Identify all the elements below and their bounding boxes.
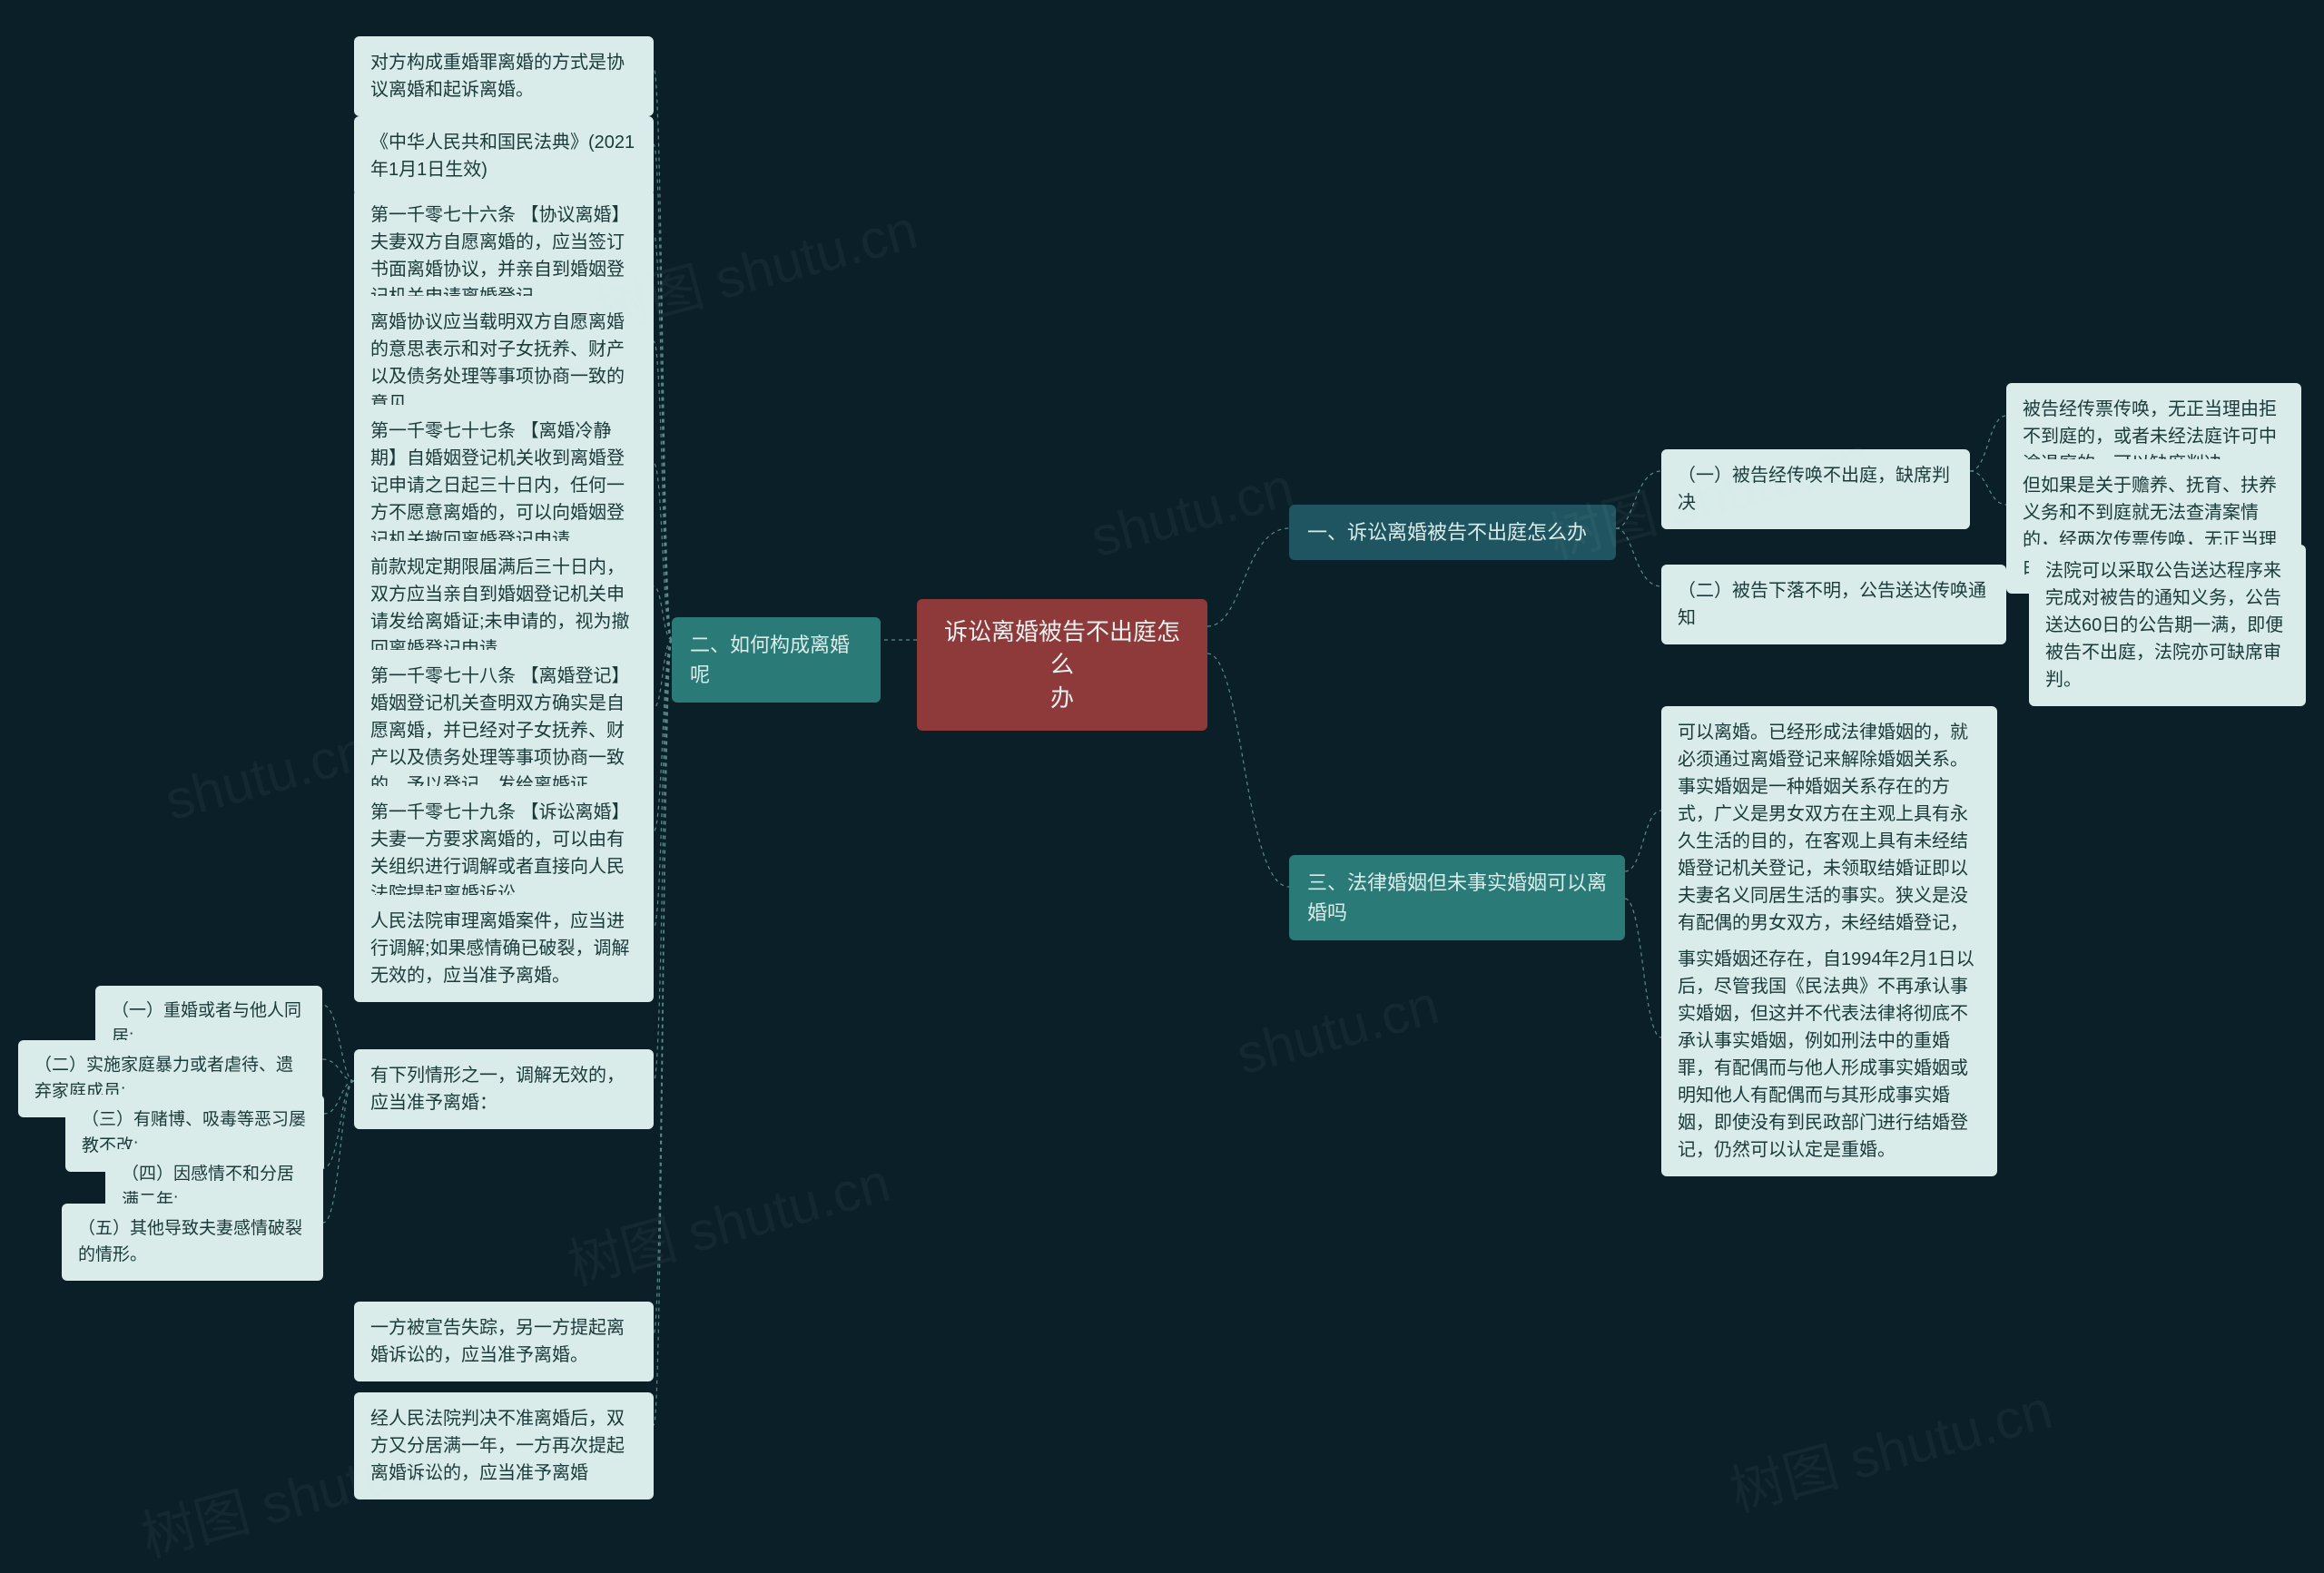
root-text-line2: 办	[1050, 684, 1074, 712]
branch-1-label: 一、诉讼离婚被告不出庭怎么办	[1307, 521, 1587, 544]
leaf-text: 第一千零七十七条 【离婚冷静期】自婚姻登记机关收到离婚登记申请之日起三十日内，任…	[370, 421, 625, 550]
root-node[interactable]: 诉讼离婚被告不出庭怎么 办	[917, 599, 1207, 731]
branch-1-child-0-label: （一）被告经传唤不出庭，缺席判决	[1678, 466, 1950, 513]
watermark: shutu.cn	[1230, 973, 1445, 1086]
leaf-text: 一方被宣告失踪，另一方提起离婚诉讼的，应当准予离婚。	[370, 1318, 625, 1365]
watermark: shutu.cn	[159, 719, 374, 832]
branch-1-child-1-leaf-0[interactable]: 法院可以采取公告送达程序来完成对被告的通知义务，公告送达60日的公告期一满，即便…	[2029, 545, 2306, 706]
leaf-text: 第一千零七十九条 【诉讼离婚】夫妻一方要求离婚的，可以由有关组织进行调解或者直接…	[370, 802, 630, 904]
branch-2-label: 二、如何构成离婚呢	[690, 634, 850, 686]
branch-2-leaf-9-sub-4[interactable]: （五）其他导致夫妻感情破裂的情形。	[62, 1204, 323, 1281]
leaf-text: 《中华人民共和国民法典》(2021年1月1日生效)	[370, 133, 635, 180]
branch-3-leaf-1[interactable]: 事实婚姻还存在，自1994年2月1日以后，尽管我国《民法典》不再承认事实婚姻，但…	[1661, 933, 1997, 1176]
leaf-text: 前款规定期限届满后三十日内，双方应当亲自到婚姻登记机关申请发给离婚证;未申请的，…	[370, 557, 630, 659]
branch-2-leaf-1[interactable]: 《中华人民共和国民法典》(2021年1月1日生效)	[354, 116, 654, 196]
branch-3-label-l2: 婚吗	[1307, 901, 1347, 924]
branch-1-child-1[interactable]: （二）被告下落不明，公告送达传唤通知	[1661, 565, 2006, 644]
watermark: 树图 shutu.cn	[1720, 1365, 2060, 1527]
branch-1-child-0[interactable]: （一）被告经传唤不出庭，缺席判决	[1661, 449, 1970, 529]
branch-1[interactable]: 一、诉讼离婚被告不出庭怎么办	[1289, 505, 1616, 560]
leaf-text: 有下列情形之一，调解无效的，应当准予离婚：	[370, 1066, 625, 1113]
leaf-text: 第一千零七十六条 【协议离婚】夫妻双方自愿离婚的，应当签订书面离婚协议，并亲自到…	[370, 205, 630, 307]
leaf-text: 离婚协议应当载明双方自愿离婚的意思表示和对子女抚养、财产以及债务处理等事项协商一…	[370, 312, 625, 414]
branch-2-leaf-10[interactable]: 一方被宣告失踪，另一方提起离婚诉讼的，应当准予离婚。	[354, 1302, 654, 1381]
leaf-text: 对方构成重婚罪离婚的方式是协议离婚和起诉离婚。	[370, 53, 625, 100]
branch-2-leaf-9[interactable]: 有下列情形之一，调解无效的，应当准予离婚：	[354, 1049, 654, 1129]
branch-2-leaf-11[interactable]: 经人民法院判决不准离婚后，双方又分居满一年，一方再次提起离婚诉讼的，应当准予离婚	[354, 1392, 654, 1499]
leaf-text: 第一千零七十八条 【离婚登记】婚姻登记机关查明双方确实是自愿离婚，并已经对子女抚…	[370, 666, 630, 795]
branch-2[interactable]: 二、如何构成离婚呢	[672, 617, 881, 703]
branch-1-child-1-label: （二）被告下落不明，公告送达传唤通知	[1678, 581, 1986, 628]
root-text-line1: 诉讼离婚被告不出庭怎么	[944, 618, 1180, 678]
leaf-text: 经人民法院判决不准离婚后，双方又分居满一年，一方再次提起离婚诉讼的，应当准予离婚	[370, 1409, 625, 1483]
branch-3[interactable]: 三、法律婚姻但未事实婚姻可以离 婚吗	[1289, 855, 1625, 940]
leaf-text: 事实婚姻还存在，自1994年2月1日以后，尽管我国《民法典》不再承认事实婚姻，但…	[1678, 949, 1974, 1160]
branch-2-leaf-0[interactable]: 对方构成重婚罪离婚的方式是协议离婚和起诉离婚。	[354, 36, 654, 116]
branch-2-leaf-8[interactable]: 人民法院审理离婚案件，应当进行调解;如果感情确已破裂，调解无效的，应当准予离婚。	[354, 895, 654, 1002]
watermark: shutu.cn	[1085, 456, 1300, 569]
leaf-text: 人民法院审理离婚案件，应当进行调解;如果感情确已破裂，调解无效的，应当准予离婚。	[370, 911, 630, 986]
branch-3-label-l1: 三、法律婚姻但未事实婚姻可以离	[1307, 871, 1607, 894]
leaf-text: （五）其他导致夫妻感情破裂的情形。	[78, 1219, 302, 1264]
leaf-text: 可以离婚。已经形成法律婚姻的，就必须通过离婚登记来解除婚姻关系。事实婚姻是一种婚…	[1678, 723, 1968, 960]
watermark: 树图 shutu.cn	[558, 1138, 898, 1300]
leaf-text: 法院可以采取公告送达程序来完成对被告的通知义务，公告送达60日的公告期一满，即便…	[2045, 561, 2283, 690]
